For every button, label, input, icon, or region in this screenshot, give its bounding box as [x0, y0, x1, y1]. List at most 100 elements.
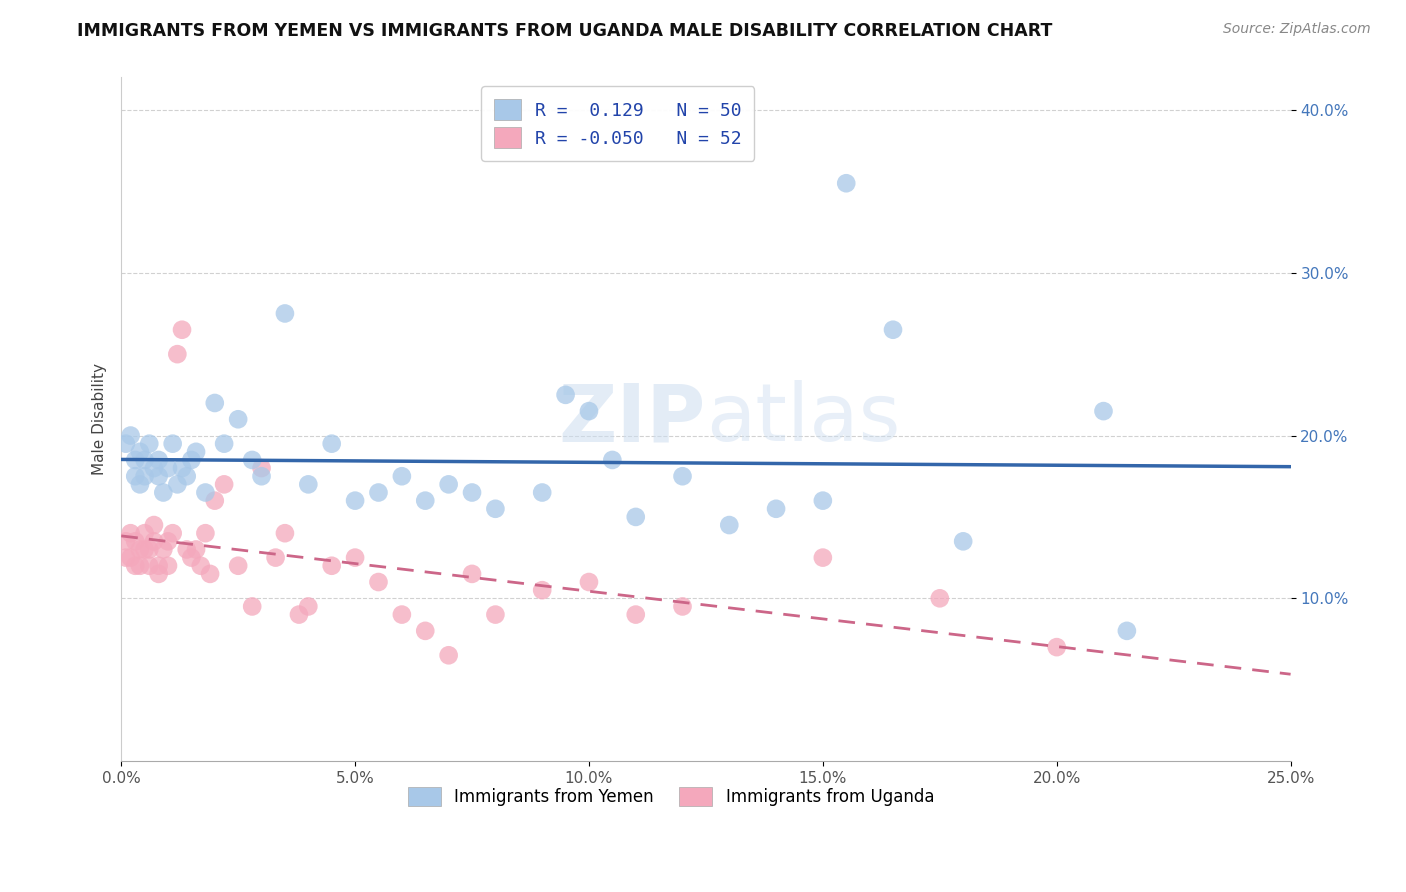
- Point: [180, 550, 202, 565]
- Point: [134, 453, 156, 467]
- Point: [671, 599, 693, 614]
- Point: [250, 461, 273, 475]
- Point: [461, 485, 484, 500]
- Point: [1046, 640, 1069, 654]
- Point: [156, 558, 179, 573]
- Point: [882, 323, 904, 337]
- Point: [344, 493, 367, 508]
- Point: [554, 388, 576, 402]
- Point: [413, 624, 436, 638]
- Point: [129, 558, 152, 573]
- Point: [190, 558, 212, 573]
- Point: [120, 550, 142, 565]
- Point: [156, 534, 179, 549]
- Point: [212, 477, 235, 491]
- Point: [240, 599, 263, 614]
- Point: [120, 428, 142, 442]
- Point: [297, 477, 319, 491]
- Point: [413, 493, 436, 508]
- Point: [367, 485, 389, 500]
- Point: [148, 469, 170, 483]
- Point: [152, 485, 174, 500]
- Point: [531, 485, 554, 500]
- Text: Source: ZipAtlas.com: Source: ZipAtlas.com: [1223, 22, 1371, 37]
- Point: [437, 648, 460, 663]
- Point: [129, 445, 152, 459]
- Point: [184, 445, 207, 459]
- Point: [765, 501, 787, 516]
- Point: [1092, 404, 1115, 418]
- Point: [602, 453, 624, 467]
- Point: [212, 436, 235, 450]
- Text: atlas: atlas: [706, 380, 900, 458]
- Point: [148, 558, 170, 573]
- Point: [226, 412, 249, 426]
- Point: [162, 436, 184, 450]
- Point: [226, 558, 249, 573]
- Point: [148, 453, 170, 467]
- Point: [952, 534, 974, 549]
- Point: [184, 542, 207, 557]
- Point: [152, 542, 174, 557]
- Point: [170, 323, 193, 337]
- Point: [811, 550, 834, 565]
- Point: [624, 607, 647, 622]
- Point: [264, 550, 287, 565]
- Point: [124, 453, 146, 467]
- Point: [134, 469, 156, 483]
- Point: [124, 558, 146, 573]
- Legend: Immigrants from Yemen, Immigrants from Uganda: Immigrants from Yemen, Immigrants from U…: [399, 779, 942, 814]
- Point: [531, 583, 554, 598]
- Point: [624, 510, 647, 524]
- Point: [148, 566, 170, 581]
- Point: [198, 566, 221, 581]
- Point: [240, 453, 263, 467]
- Point: [138, 542, 160, 557]
- Point: [204, 396, 226, 410]
- Point: [321, 558, 343, 573]
- Point: [811, 493, 834, 508]
- Point: [129, 542, 152, 557]
- Point: [166, 347, 188, 361]
- Y-axis label: Male Disability: Male Disability: [93, 363, 107, 475]
- Point: [321, 436, 343, 450]
- Point: [194, 485, 217, 500]
- Point: [143, 461, 166, 475]
- Point: [578, 404, 600, 418]
- Point: [134, 542, 156, 557]
- Point: [138, 436, 160, 450]
- Point: [461, 566, 484, 581]
- Point: [274, 526, 297, 541]
- Point: [176, 469, 198, 483]
- Point: [928, 591, 950, 606]
- Point: [344, 550, 367, 565]
- Point: [194, 526, 217, 541]
- Point: [176, 542, 198, 557]
- Point: [162, 526, 184, 541]
- Point: [835, 176, 858, 190]
- Point: [143, 518, 166, 533]
- Point: [367, 574, 389, 589]
- Point: [166, 477, 188, 491]
- Point: [391, 607, 413, 622]
- Point: [204, 493, 226, 508]
- Point: [143, 534, 166, 549]
- Point: [124, 469, 146, 483]
- Point: [250, 469, 273, 483]
- Point: [134, 526, 156, 541]
- Point: [437, 477, 460, 491]
- Point: [115, 534, 138, 549]
- Point: [274, 306, 297, 320]
- Point: [1115, 624, 1137, 638]
- Point: [115, 550, 138, 565]
- Point: [115, 436, 138, 450]
- Point: [156, 461, 179, 475]
- Point: [120, 526, 142, 541]
- Point: [718, 518, 741, 533]
- Point: [578, 574, 600, 589]
- Point: [484, 501, 506, 516]
- Point: [180, 453, 202, 467]
- Point: [484, 607, 506, 622]
- Text: ZIP: ZIP: [558, 380, 706, 458]
- Point: [129, 477, 152, 491]
